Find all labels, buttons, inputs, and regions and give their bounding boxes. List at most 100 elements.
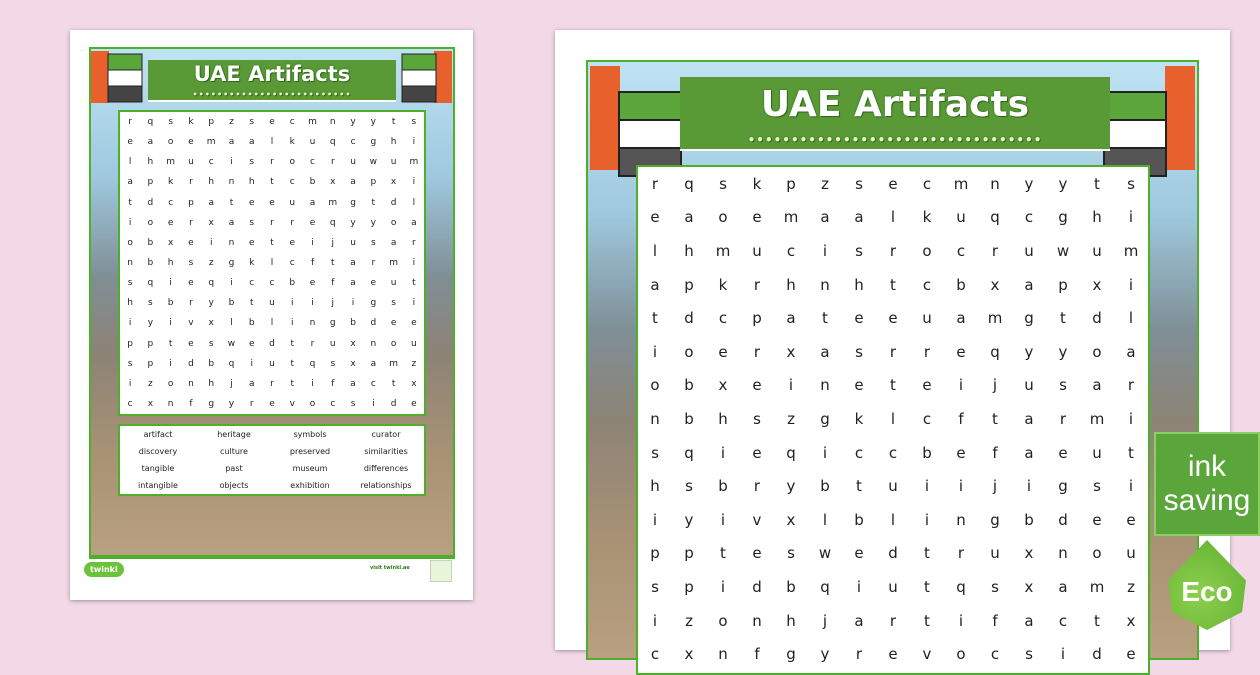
grid-letter: s	[330, 358, 336, 369]
grid-letter: n	[752, 611, 762, 630]
grid-letter: v	[752, 510, 762, 529]
grid-letter: t	[290, 358, 295, 369]
grid-letter: i	[412, 177, 416, 188]
grid-letter: y	[1024, 174, 1034, 193]
grid-letter: u	[1092, 443, 1102, 462]
grid-letter: u	[922, 309, 932, 328]
grid-letter: r	[1127, 376, 1135, 395]
grid-letter: s	[1127, 174, 1135, 193]
grid-letter: m	[1123, 241, 1139, 260]
grid-letter: o	[956, 645, 966, 664]
page-title: UAE Artifacts	[760, 84, 1030, 125]
grid-letter: r	[753, 275, 761, 294]
grid-letter: i	[856, 577, 862, 596]
grid-letter: r	[855, 645, 863, 664]
grid-letter: r	[991, 241, 999, 260]
grid-letter: b	[208, 358, 215, 369]
grid-letter: n	[228, 237, 235, 248]
grid-letter: m	[206, 137, 216, 148]
grid-letter: r	[753, 477, 761, 496]
footer-url[interactable]: visit twinkl.ae	[370, 565, 410, 571]
grid-letter: d	[1092, 309, 1102, 328]
grid-letter: i	[788, 376, 794, 395]
grid-letter: a	[1024, 275, 1034, 294]
grid-letter: i	[822, 443, 828, 462]
grid-letter: u	[390, 278, 397, 289]
flag-red-bar	[91, 51, 109, 103]
grid-letter: c	[249, 278, 255, 289]
grid-letter: r	[189, 298, 193, 309]
grid-letter: h	[854, 275, 864, 294]
grid-letter: d	[147, 197, 154, 208]
grid-letter: a	[127, 177, 133, 188]
grid-letter: a	[1058, 577, 1068, 596]
grid-letter: y	[370, 117, 376, 128]
grid-letter: s	[188, 257, 194, 268]
word-list-item: discovery	[138, 447, 178, 456]
grid-letter: e	[888, 309, 898, 328]
grid-letter: u	[888, 477, 898, 496]
grid-letter: q	[208, 278, 215, 289]
grid-letter: i	[311, 378, 314, 389]
grid-letter: l	[652, 241, 658, 260]
grid-letter: l	[1128, 309, 1134, 328]
grid-letter: i	[291, 318, 294, 329]
grid-letter: i	[958, 477, 964, 496]
grid-letter: x	[718, 376, 728, 395]
grid-letter: i	[250, 358, 253, 369]
grid-letter: p	[684, 544, 694, 563]
grid-letter: b	[309, 177, 316, 188]
grid-letter: t	[290, 378, 295, 389]
grid-letter: e	[390, 318, 397, 329]
grid-letter: a	[370, 358, 377, 369]
grid-letter: x	[208, 318, 214, 329]
uae-flag-icon	[1103, 91, 1167, 177]
grid-letter: l	[270, 318, 274, 329]
grid-letter: s	[208, 338, 214, 349]
grid-letter: n	[329, 117, 336, 128]
grid-letter: c	[650, 645, 660, 664]
grid-letter: u	[329, 338, 336, 349]
grid-letter: e	[854, 309, 864, 328]
grid-letter: t	[168, 338, 173, 349]
grid-letter: e	[1126, 510, 1136, 529]
grid-letter: y	[1058, 342, 1068, 361]
word-list-item: preserved	[289, 447, 331, 456]
grid-letter: y	[228, 398, 235, 409]
grid-letter: p	[147, 358, 154, 369]
grid-letter: n	[718, 645, 728, 664]
word-list-item: artifact	[143, 430, 173, 439]
grid-letter: e	[269, 398, 275, 409]
grid-letter: r	[330, 157, 335, 168]
grid-letter: r	[957, 544, 965, 563]
grid-letter: s	[753, 409, 761, 428]
grid-letter: o	[1092, 342, 1102, 361]
grid-letter: e	[854, 544, 864, 563]
word-list-item: curator	[371, 430, 401, 439]
grid-letter: y	[208, 298, 214, 309]
grid-letter: i	[652, 510, 658, 529]
grid-letter: y	[370, 217, 376, 228]
grid-letter: e	[854, 376, 864, 395]
grid-letter: t	[331, 257, 335, 268]
grid-letter: u	[990, 544, 1000, 563]
grid-letter: t	[720, 544, 726, 563]
grid-letter: b	[922, 443, 932, 462]
word-list-item: tangible	[141, 464, 175, 473]
grid-letter: e	[269, 117, 275, 128]
grid-letter: p	[684, 577, 694, 596]
grid-letter: u	[752, 241, 762, 260]
grid-letter: e	[1092, 510, 1102, 529]
word-list-item: past	[225, 464, 243, 473]
grid-letter: f	[189, 398, 193, 409]
grid-letter: q	[990, 208, 1000, 227]
grid-letter: e	[188, 278, 194, 289]
grid-letter: t	[1094, 611, 1100, 630]
grid-letter: p	[1058, 275, 1068, 294]
grid-letter: b	[820, 477, 830, 496]
thumbnail-page[interactable]: UAE Artifacts ••••••••••••••••••••••••••…	[70, 30, 473, 600]
grid-letter: v	[188, 318, 194, 329]
title-banner: UAE Artifacts ••••••••••••••••••••••••••…	[680, 77, 1110, 151]
grid-letter: e	[248, 338, 255, 349]
grid-letter: f	[992, 443, 998, 462]
